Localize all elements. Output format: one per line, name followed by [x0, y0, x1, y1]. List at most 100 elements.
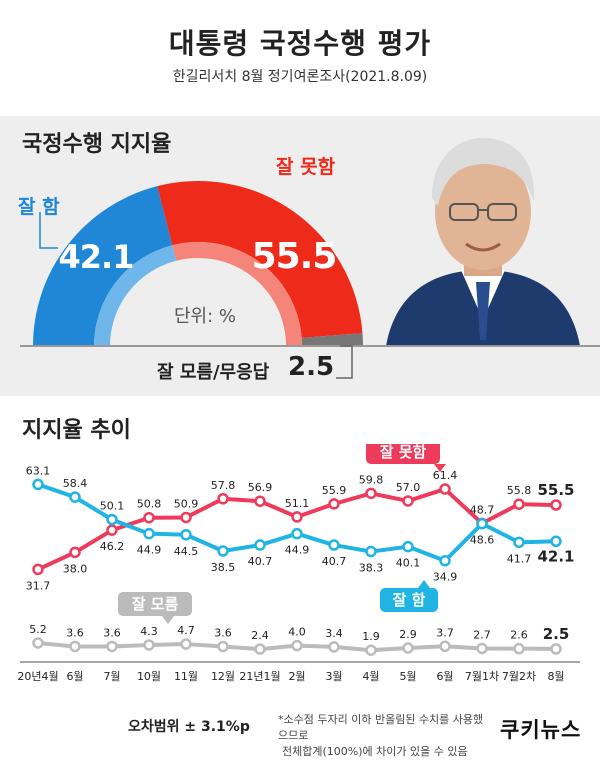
tag-dk: 잘 모름 — [118, 592, 192, 624]
data-label-dk-0: 5.2 — [29, 623, 47, 636]
point-dk-12 — [476, 642, 488, 655]
publisher-logo: 쿠키뉴스 — [500, 718, 582, 742]
data-label-good-14: 42.1 — [537, 547, 574, 565]
data-label-dk-5: 3.6 — [214, 626, 232, 639]
point-good-6 — [254, 539, 266, 551]
data-label-good-0: 63.1 — [26, 464, 51, 477]
point-bad-3 — [143, 511, 155, 524]
point-dk-8 — [328, 641, 340, 653]
point-dk-14 — [550, 643, 562, 655]
point-dk-1 — [69, 640, 81, 653]
data-label-bad-5: 57.8 — [211, 479, 236, 492]
bad-label: 잘 못함 — [276, 156, 336, 178]
x-tick-label-1: 6월 — [66, 670, 83, 683]
data-label-good-1: 58.4 — [63, 477, 88, 490]
data-label-bad-8: 55.9 — [322, 484, 347, 497]
x-tick-label-12: 7월1차 — [465, 670, 499, 683]
point-bad-10 — [402, 495, 414, 507]
x-tick-label-8: 3월 — [325, 670, 342, 683]
data-label-bad-3: 50.8 — [137, 498, 162, 511]
data-label-good-13: 41.7 — [507, 552, 532, 565]
data-label-bad-11: 61.4 — [433, 469, 458, 482]
data-label-good-4: 44.5 — [174, 545, 199, 558]
dk-label: 잘 모름/무응답 — [157, 362, 270, 383]
data-label-bad-4: 50.9 — [174, 497, 199, 510]
x-tick-label-11: 6월 — [436, 670, 453, 683]
data-label-dk-2: 3.6 — [103, 626, 121, 639]
tag-good: 잘 함 — [380, 580, 438, 612]
trend-heading: 지지율 추이 — [22, 418, 131, 443]
trend-chart: 31.7 38.0 46.2 50.8 50.9 57.8 56.9 51.1 55.9 59.8… — [17, 444, 580, 683]
margin-of-error: 오차범위 ± 3.1%p — [128, 719, 250, 735]
approval-gauge — [20, 180, 600, 379]
point-dk-13 — [513, 642, 525, 655]
data-label-good-10: 40.1 — [396, 557, 421, 570]
data-label-good-7: 44.9 — [285, 544, 310, 557]
point-dk-0 — [32, 637, 44, 649]
data-label-dk-13: 2.6 — [510, 629, 528, 642]
point-good-7 — [291, 527, 303, 540]
x-tick-label-10: 5월 — [399, 670, 416, 683]
x-tick-label-5: 12월 — [211, 670, 235, 683]
data-label-bad-0: 31.7 — [26, 579, 51, 592]
data-label-good-3: 44.9 — [137, 544, 162, 557]
gauge-segment-bad — [157, 180, 363, 338]
data-label-dk-8: 3.4 — [325, 627, 343, 640]
data-label-bad-13: 55.8 — [507, 484, 532, 497]
data-label-good-5: 38.5 — [211, 561, 236, 574]
point-good-3 — [143, 527, 155, 540]
point-good-0 — [32, 478, 44, 491]
unit-label: 단위: % — [173, 306, 236, 327]
data-label-bad-14: 55.5 — [537, 481, 574, 499]
svg-text:잘 함: 잘 함 — [393, 591, 426, 609]
point-good-13 — [513, 536, 525, 549]
svg-text:잘 모름: 잘 모름 — [132, 595, 179, 613]
data-label-good-12: 48.6 — [470, 534, 495, 547]
data-label-bad-2: 46.2 — [100, 540, 125, 553]
page-title: 대통령 국정수행 평가 — [168, 27, 432, 60]
data-label-bad-12: 48.7 — [470, 503, 495, 516]
point-good-5 — [217, 545, 229, 557]
point-bad-1 — [69, 546, 81, 559]
point-dk-10 — [402, 642, 414, 654]
x-tick-label-14: 8월 — [547, 670, 564, 683]
point-dk-4 — [180, 638, 192, 650]
dk-value: 2.5 — [288, 352, 335, 382]
x-tick-label-4: 11월 — [174, 670, 198, 683]
footnote-line-1: *소수점 두자리 이하 반올림된 수치를 사용했으므로 — [278, 713, 484, 742]
data-label-bad-10: 57.0 — [396, 481, 421, 494]
point-bad-2 — [106, 524, 118, 536]
data-label-bad-7: 51.1 — [285, 497, 310, 510]
data-label-dk-14: 2.5 — [543, 625, 570, 643]
point-bad-4 — [180, 511, 192, 524]
point-bad-6 — [254, 495, 266, 507]
bad-value: 55.5 — [251, 236, 338, 277]
data-label-good-2: 50.1 — [100, 500, 125, 513]
x-tick-label-0: 20년4월 — [17, 670, 58, 683]
svg-text:잘 못함: 잘 못함 — [380, 444, 427, 461]
x-tick-label-6: 21년1월 — [239, 670, 280, 683]
gauge-heading: 국정수행 지지율 — [22, 132, 172, 157]
point-good-10 — [402, 540, 414, 553]
data-label-bad-9: 59.8 — [359, 473, 384, 486]
point-dk-9 — [365, 644, 377, 656]
data-label-bad-6: 56.9 — [248, 481, 273, 494]
x-tick-label-3: 10월 — [137, 670, 161, 683]
point-dk-6 — [254, 643, 266, 655]
point-good-2 — [106, 513, 118, 526]
data-label-dk-7: 4.0 — [288, 626, 306, 639]
portrait-image — [366, 120, 600, 346]
data-label-good-6: 40.7 — [248, 555, 273, 568]
gauge-segment-good — [33, 186, 173, 346]
point-bad-7 — [291, 511, 303, 523]
data-label-dk-9: 1.9 — [362, 630, 380, 643]
point-good-12 — [476, 517, 488, 530]
gauge-inner-ring-bad — [172, 242, 302, 347]
point-good-4 — [180, 529, 192, 541]
good-leader-line — [39, 212, 58, 249]
point-dk-7 — [291, 639, 303, 652]
point-dk-5 — [217, 640, 229, 653]
data-label-dk-10: 2.9 — [399, 628, 417, 641]
point-good-8 — [328, 539, 340, 551]
point-bad-14 — [550, 499, 562, 511]
